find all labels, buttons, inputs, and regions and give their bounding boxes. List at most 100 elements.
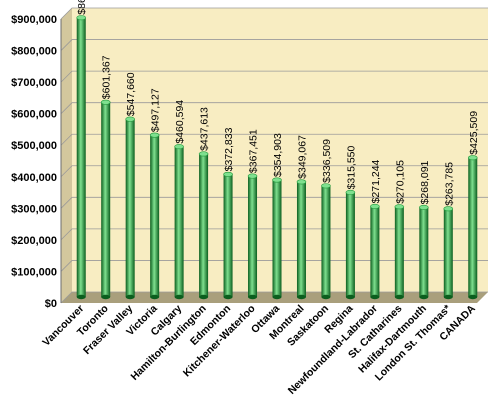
bar-body	[419, 207, 429, 297]
bar	[443, 206, 454, 300]
y-tick-label: $200,000	[11, 235, 57, 247]
bar-base	[468, 294, 478, 300]
bar-body	[150, 135, 160, 297]
value-label: $367,451	[248, 129, 260, 173]
bar-body	[443, 208, 453, 297]
value-label: $271,244	[370, 159, 382, 203]
value-label: $354,903	[272, 133, 284, 177]
y-tick-label: $0	[45, 298, 57, 310]
bar-top	[100, 99, 111, 105]
bar-top	[443, 206, 454, 212]
bar-base	[272, 294, 282, 300]
value-label: $263,785	[443, 162, 455, 206]
bar-body	[199, 153, 209, 297]
y-tick-label: $300,000	[11, 203, 57, 215]
gridline	[60, 102, 488, 114]
bar-body	[321, 185, 331, 297]
bar-top	[223, 171, 233, 177]
bar-body	[272, 180, 282, 297]
bar-top	[394, 204, 405, 210]
bar-top	[419, 204, 429, 210]
bar-body	[394, 206, 404, 297]
bar-base	[370, 294, 380, 300]
side-wall	[61, 8, 72, 303]
bar	[345, 189, 356, 300]
bar-top	[467, 155, 478, 161]
value-label: $372,833	[223, 127, 235, 171]
bar-base	[443, 294, 453, 300]
bar-body	[76, 17, 86, 298]
bar-base	[296, 294, 306, 300]
y-tick-label: $700,000	[11, 77, 57, 89]
bar-base	[174, 294, 184, 300]
value-label: $437,613	[199, 107, 211, 151]
bar	[76, 15, 87, 300]
value-label: $497,127	[150, 88, 162, 132]
bars	[76, 15, 478, 300]
bar	[272, 177, 282, 300]
bar-base	[321, 294, 331, 300]
bar-base	[345, 294, 355, 300]
bar	[419, 204, 429, 300]
value-label: $336,509	[321, 139, 333, 183]
value-label: $601,367	[101, 55, 113, 99]
bar-top	[321, 183, 331, 189]
bar-base	[394, 294, 404, 300]
y-tick-label: $500,000	[11, 140, 57, 152]
gridline	[60, 70, 488, 83]
value-label: $425,509	[468, 111, 480, 155]
value-label: $270,105	[394, 160, 406, 204]
bar-base	[199, 294, 209, 300]
value-label: $460,594	[174, 100, 186, 144]
bar-body	[125, 119, 135, 297]
bar-body	[468, 157, 478, 297]
bar-top	[272, 177, 282, 183]
bar-body	[370, 206, 380, 297]
bar-top	[296, 179, 307, 185]
value-label: $547,660	[125, 72, 137, 116]
bar	[467, 155, 478, 300]
bar	[394, 204, 405, 300]
bar-base	[150, 294, 160, 300]
bar-top	[247, 173, 258, 179]
y-tick-label: $600,000	[11, 109, 57, 121]
y-tick-label: $900,000	[11, 14, 57, 26]
bar-top	[345, 189, 356, 195]
bar	[149, 132, 160, 300]
bar-body	[296, 181, 306, 297]
bar-body	[248, 176, 258, 297]
y-tick-label: $100,000	[11, 266, 57, 278]
y-tick-label: $400,000	[11, 172, 57, 184]
value-label: $349,067	[296, 135, 308, 179]
bar-base	[223, 294, 233, 300]
y-axis: $0 $100,000 $200,000 $300,000 $400,000 $500,0…	[11, 14, 62, 310]
value-labels: $869,299 $601,367 $547,660 $497,127 $460,594…	[76, 0, 480, 206]
bar	[125, 116, 135, 300]
bar-body	[174, 146, 184, 297]
gridline	[60, 7, 488, 20]
bar-body	[223, 174, 233, 297]
bar-top	[174, 144, 184, 150]
y-tick-label: $800,000	[11, 46, 57, 58]
bar-top	[149, 132, 160, 138]
bar-top	[198, 151, 209, 157]
bar-base	[125, 294, 135, 300]
value-label: $869,299	[76, 0, 88, 15]
bar	[174, 144, 184, 300]
bar	[296, 179, 307, 300]
bar-base	[248, 294, 258, 300]
value-label: $315,550	[345, 145, 357, 189]
bar	[247, 173, 258, 300]
bar-body	[345, 192, 355, 297]
bar-top	[76, 15, 87, 21]
bar-base	[101, 294, 111, 300]
bar-top	[125, 116, 135, 122]
bar	[198, 151, 209, 300]
bar	[100, 99, 111, 300]
gridline	[60, 133, 488, 146]
bar	[370, 203, 380, 300]
bar-base	[419, 294, 429, 300]
gridline	[60, 165, 488, 178]
